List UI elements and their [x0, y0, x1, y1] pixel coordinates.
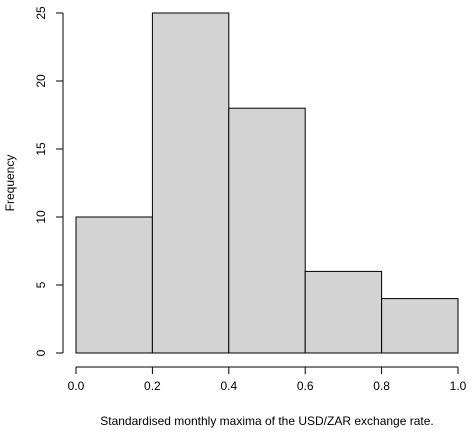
y-tick-label: 0	[34, 349, 48, 356]
x-axis-title: Standardised monthly maxima of the USD/Z…	[100, 414, 434, 428]
x-tick-label: 0.6	[297, 379, 314, 393]
y-tick-label: 15	[34, 142, 48, 156]
histogram-bar	[151, 12, 230, 354]
y-tick-label: 20	[34, 74, 48, 88]
x-tick-label: 0.8	[373, 379, 390, 393]
histogram-bar	[75, 216, 153, 354]
y-tick-label: 5	[34, 281, 48, 288]
x-tick-label: 0.4	[220, 379, 237, 393]
x-axis-ticks: 0.0 0.2 0.4 0.6 0.8 1.0	[68, 367, 467, 393]
histogram-bar	[304, 270, 383, 354]
y-axis-title: Frequency	[3, 155, 17, 212]
histogram-bar	[381, 298, 459, 354]
x-tick-label: 1.0	[450, 379, 467, 393]
y-tick-label: 10	[34, 210, 48, 224]
histogram-bar	[228, 107, 306, 354]
histogram-bars	[75, 12, 459, 354]
y-axis-ticks: 0 5 10 15 20 25	[34, 6, 63, 356]
x-tick-label: 0.0	[68, 379, 85, 393]
x-tick-label: 0.2	[144, 379, 161, 393]
y-tick-label: 25	[34, 6, 48, 20]
